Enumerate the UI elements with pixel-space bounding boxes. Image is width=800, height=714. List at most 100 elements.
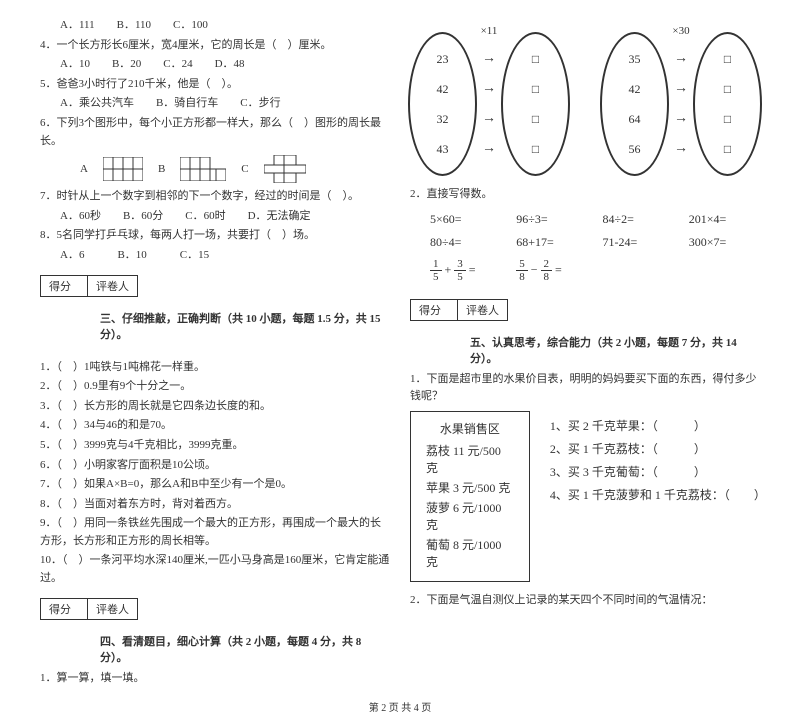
calc-1: 1．算一算，填一填。: [40, 670, 390, 688]
shape-label-a: A: [80, 163, 88, 175]
judge-6: 6．（ ）小明家客厅面积是10公顷。: [40, 457, 390, 475]
judge-9: 9．（ ）用同一条铁丝先围成一个最大的正方形，再围成一个最大的长方形，长方形和正…: [40, 515, 390, 550]
q6: 6．下列3个图形中，每个小正方形都一样大，那么（ ）图形的周长最长。: [40, 115, 390, 150]
price-row: 荔枝 11 元/500 克: [426, 442, 514, 476]
buy-list: 1、买 2 千克苹果：（ ） 2、买 1 千克荔枝：（ ） 3、买 3 千克葡萄…: [550, 411, 760, 582]
calc-item: 84÷2=: [603, 212, 674, 227]
oval-val: 64: [629, 112, 641, 127]
oval-val: 35: [629, 52, 641, 67]
oval-val: 56: [629, 142, 641, 157]
q5-1: 1．下面是超市里的水果价目表，明明的妈妈要买下面的东西，得付多少钱呢？: [410, 371, 760, 406]
q2-direct: 2．直接写得数。: [410, 186, 760, 204]
price-table: 水果销售区 荔枝 11 元/500 克 苹果 3 元/500 克 菠萝 6 元/…: [410, 411, 530, 582]
q7-options: A．60秒 B．60分 C．60时 D．无法确定: [40, 208, 390, 226]
calc-item: 71-24=: [603, 235, 674, 250]
q5: 5．爸爸3小时行了210千米，他是（ ）。: [40, 76, 390, 94]
arrow-icon: →: [674, 141, 688, 157]
section-3-title: 三、仔细推敲，正确判断（共 10 小题，每题 1.5 分，共 15 分）。: [100, 310, 390, 342]
judge-2: 2．（ ）0.9里有9个十分之一。: [40, 378, 390, 396]
arrows-2: → → → →: [674, 34, 688, 174]
arrow-icon: →: [482, 51, 496, 67]
mapping-2: ×30 35 42 64 56 → → → → □ □ □: [600, 25, 762, 176]
blank-box: □: [532, 82, 539, 97]
price-row: 苹果 3 元/500 克: [426, 479, 514, 496]
oval-diagram: ×11 23 42 32 43 → → → → □ □ □: [410, 25, 760, 176]
q8: 8．5名同学打乒乓球，每两人打一场，共要打（ ）场。: [40, 227, 390, 245]
buy-row: 3、买 3 千克葡萄：（ ）: [550, 463, 760, 480]
judge-3: 3．（ ）长方形的周长就是它四条边长度的和。: [40, 398, 390, 416]
q7: 7．时针从上一个数字到相邻的下一个数字，经过的时间是（ ）。: [40, 188, 390, 206]
blank-box: □: [724, 142, 731, 157]
grader-label: 评卷人: [88, 276, 137, 296]
calc-item: 300×7=: [689, 235, 760, 250]
blank-box: □: [532, 52, 539, 67]
shape-label-c: C: [241, 163, 248, 175]
calc-item: 68+17=: [516, 235, 587, 250]
mapping-1: ×11 23 42 32 43 → → → → □ □ □: [408, 25, 570, 176]
frac-calc-1: 15 + 35 =: [430, 258, 501, 283]
judge-8: 8．（ ）当面对着东方时，背对着西方。: [40, 496, 390, 514]
right-column: ×11 23 42 32 43 → → → → □ □ □: [410, 15, 760, 689]
arrow-icon: →: [482, 141, 496, 157]
judge-7: 7．（ ）如果A×B=0，那么A和B中至少有一个是0。: [40, 476, 390, 494]
blank-box: □: [532, 142, 539, 157]
score-label: 得分: [411, 300, 458, 320]
blank-box: □: [724, 82, 731, 97]
score-label: 得分: [41, 276, 88, 296]
score-box-5: 得分 评卷人: [410, 299, 508, 321]
judge-10: 10．（ ）一条河平均水深140厘米,一匹小马身高是160厘米，它肯定能通过。: [40, 552, 390, 587]
oval-left-2: 35 42 64 56: [600, 32, 669, 176]
calc-item: 5×60=: [430, 212, 501, 227]
grader-label: 评卷人: [458, 300, 507, 320]
calc-item: 96÷3=: [516, 212, 587, 227]
judge-4: 4．（ ）34与46的和是70。: [40, 417, 390, 435]
q5-options: A．乘公共汽车 B．骑自行车 C．步行: [40, 95, 390, 113]
score-box-4: 得分 评卷人: [40, 598, 138, 620]
grader-label: 评卷人: [88, 599, 137, 619]
blank-box: □: [724, 52, 731, 67]
q4-options: A．10 B．20 C．24 D．48: [40, 56, 390, 74]
score-box-3: 得分 评卷人: [40, 275, 138, 297]
section-5-title: 五、认真思考，综合能力（共 2 小题，每题 7 分，共 14 分）。: [470, 334, 760, 366]
judge-5: 5．（ ）3999克与4千克相比，3999克重。: [40, 437, 390, 455]
q4: 4．一个长方形长6厘米，宽4厘米，它的周长是（ ）厘米。: [40, 37, 390, 55]
left-column: A．111 B．110 C．100 4．一个长方形长6厘米，宽4厘米，它的周长是…: [40, 15, 390, 689]
calc-grid: 5×60= 96÷3= 84÷2= 201×4= 80÷4= 68+17= 71…: [430, 212, 760, 283]
oval-left-1: 23 42 32 43: [408, 32, 477, 176]
arrow-icon: →: [674, 51, 688, 67]
q3-options: A．111 B．110 C．100: [40, 17, 390, 35]
oval-right-1: □ □ □ □: [501, 32, 570, 176]
arrow-icon: →: [674, 111, 688, 127]
shape-c: [264, 155, 306, 183]
score-label: 得分: [41, 599, 88, 619]
buy-row: 1、买 2 千克苹果：（ ）: [550, 417, 760, 434]
oval-val: 23: [437, 52, 449, 67]
section-4-title: 四、看清题目，细心计算（共 2 小题，每题 4 分，共 8 分）。: [100, 633, 390, 665]
arrow-icon: →: [674, 81, 688, 97]
buy-row: 4、买 1 千克菠萝和 1 千克荔枝：（ ）: [550, 486, 760, 503]
frac-calc-2: 58 − 28 =: [516, 258, 587, 283]
arrows-1: → → → →: [482, 34, 496, 174]
shape-label-b: B: [158, 163, 165, 175]
price-title: 水果销售区: [426, 420, 514, 437]
blank-box: □: [724, 112, 731, 127]
page-footer: 第 2 页 共 4 页: [0, 699, 800, 714]
oval-val: 42: [437, 82, 449, 97]
calc-item: 80÷4=: [430, 235, 501, 250]
arrow-icon: →: [482, 111, 496, 127]
shape-b: [180, 157, 226, 181]
q8-options: A．6 B．10 C．15: [40, 247, 390, 265]
buy-row: 2、买 1 千克荔枝：（ ）: [550, 440, 760, 457]
price-row: 菠萝 6 元/1000 克: [426, 499, 514, 533]
q5-2: 2．下面是气温自测仪上记录的某天四个不同时间的气温情况：: [410, 592, 760, 610]
oval-val: 32: [437, 112, 449, 127]
shape-row: A B C: [80, 155, 390, 183]
calc-item: 201×4=: [689, 212, 760, 227]
shape-a: [103, 157, 143, 181]
blank-box: □: [532, 112, 539, 127]
fruit-box: 水果销售区 荔枝 11 元/500 克 苹果 3 元/500 克 菠萝 6 元/…: [410, 411, 760, 582]
oval-val: 43: [437, 142, 449, 157]
oval-val: 42: [629, 82, 641, 97]
judge-1: 1．（ ）1吨铁与1吨棉花一样重。: [40, 359, 390, 377]
oval-right-2: □ □ □ □: [693, 32, 762, 176]
